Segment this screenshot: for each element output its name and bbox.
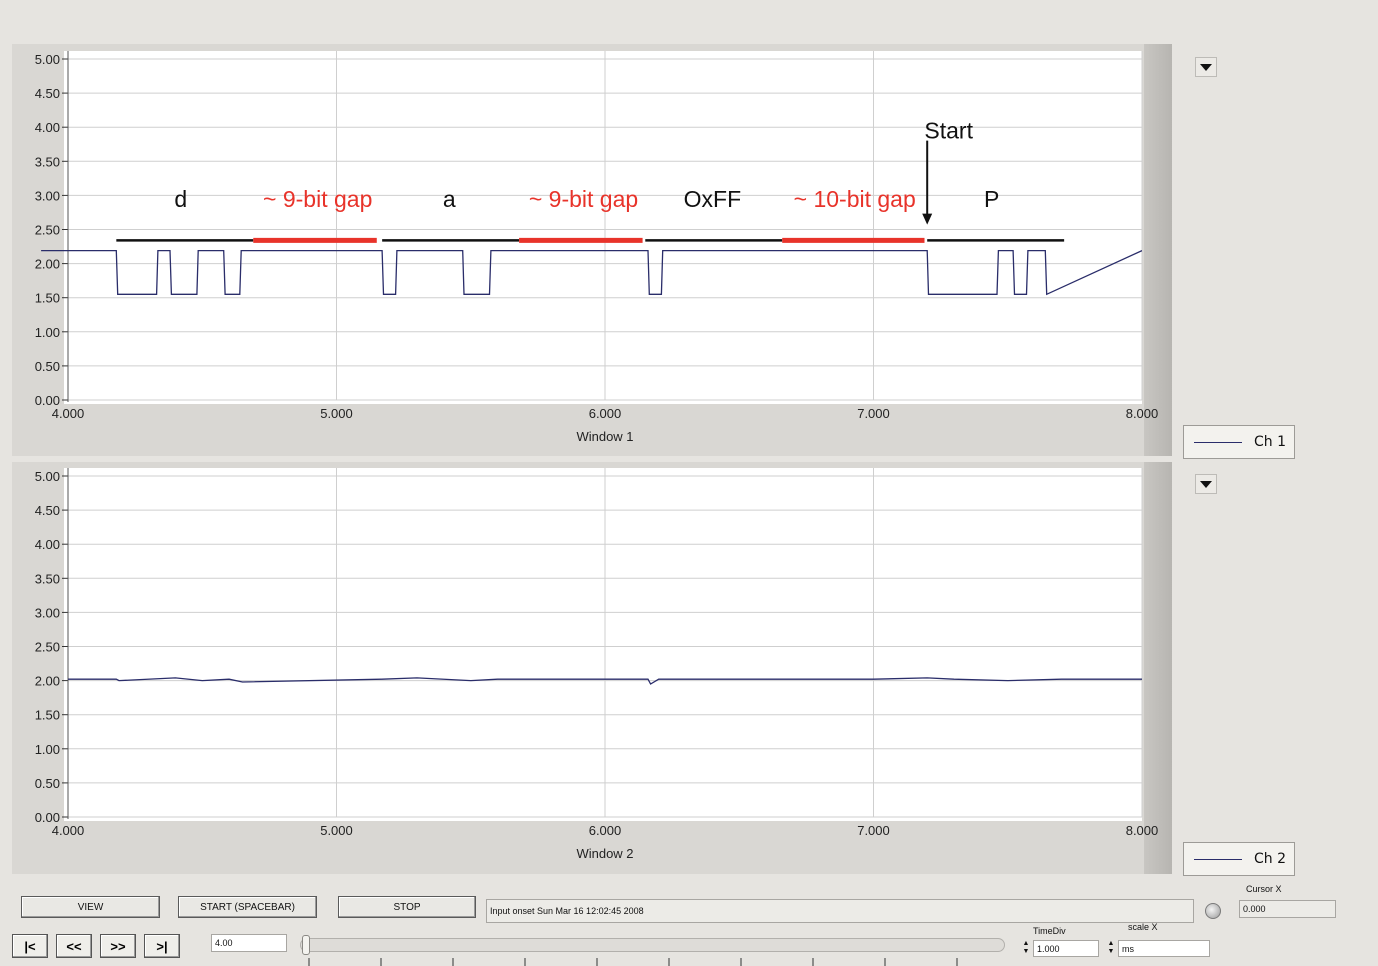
plot-background — [64, 51, 1142, 404]
timediv-label: TimeDiv — [1033, 926, 1066, 936]
x-tick-label: 6.000 — [589, 823, 622, 838]
legend-label: Ch 1 — [1254, 434, 1287, 450]
series-line — [41, 249, 1142, 296]
legend-line — [1194, 859, 1242, 860]
annotation-label: OxFF — [684, 186, 742, 212]
x-tick-label: 8.000 — [1126, 823, 1159, 838]
y-tick-label: 3.50 — [35, 571, 60, 586]
y-tick-label: 3.00 — [35, 188, 60, 203]
timediv-spinner[interactable]: ▲ ▼ — [1022, 940, 1030, 955]
slider-ticks — [308, 958, 958, 966]
scale-x-label: scale X — [1128, 922, 1158, 932]
cursor-x-label: Cursor X — [1246, 884, 1282, 894]
time-slider-track[interactable] — [300, 938, 1005, 952]
window-2-dropdown[interactable] — [1195, 474, 1217, 494]
annotation-label: a — [443, 186, 456, 212]
x-tick-label: 5.000 — [320, 823, 353, 838]
y-tick-label: 1.00 — [35, 742, 60, 757]
y-tick-label: 1.00 — [35, 325, 60, 340]
rewind-button[interactable]: << — [56, 934, 92, 958]
y-tick-label: 3.00 — [35, 605, 60, 620]
window-1-legend[interactable]: Ch 1 — [1183, 425, 1295, 459]
annotation-label: Start — [924, 118, 973, 144]
y-tick-label: 5.00 — [35, 469, 60, 484]
y-tick-label: 2.50 — [35, 223, 60, 238]
window-2-legend[interactable]: Ch 2 — [1183, 842, 1295, 876]
annotation-label: ~ 10-bit gap — [794, 186, 916, 212]
window-2-edge — [1144, 462, 1172, 874]
annotation-label: ~ 9-bit gap — [263, 186, 372, 212]
time-slider-thumb[interactable] — [302, 935, 310, 955]
scale-x-field[interactable]: ms — [1118, 940, 1210, 957]
y-tick-label: 5.00 — [35, 52, 60, 67]
x-axis-label: Window 1 — [576, 429, 633, 444]
start-button[interactable]: START (SPACEBAR) — [178, 896, 317, 918]
y-tick-label: 2.50 — [35, 640, 60, 655]
legend-label: Ch 2 — [1254, 851, 1287, 867]
annotation-label: d — [174, 186, 187, 212]
forward-button[interactable]: >> — [100, 934, 136, 958]
y-tick-label: 0.00 — [35, 810, 60, 825]
y-tick-label: 2.00 — [35, 257, 60, 272]
y-tick-label: 2.00 — [35, 674, 60, 689]
status-field: Input onset Sun Mar 16 12:02:45 2008 — [486, 899, 1194, 923]
y-tick-label: 1.50 — [35, 708, 60, 723]
x-tick-label: 7.000 — [857, 823, 890, 838]
x-tick-label: 6.000 — [589, 406, 622, 421]
first-button[interactable]: |< — [12, 934, 48, 958]
window-1-dropdown[interactable] — [1195, 57, 1217, 77]
cursor-x-field[interactable]: 0.000 — [1239, 900, 1336, 918]
series-line — [68, 677, 1142, 685]
chevron-down-icon — [1200, 64, 1212, 71]
annotation-label: P — [984, 186, 999, 212]
view-button[interactable]: VIEW — [21, 896, 160, 918]
y-tick-label: 3.50 — [35, 154, 60, 169]
y-tick-label: 0.00 — [35, 393, 60, 408]
y-tick-label: 4.50 — [35, 86, 60, 101]
x-tick-label: 8.000 — [1126, 406, 1159, 421]
y-tick-label: 0.50 — [35, 359, 60, 374]
timediv-field[interactable]: 1.000 — [1033, 940, 1099, 957]
y-tick-label: 4.00 — [35, 120, 60, 135]
chevron-down-icon — [1200, 481, 1212, 488]
y-tick-label: 4.50 — [35, 503, 60, 518]
x-axis-label: Window 2 — [576, 846, 633, 861]
legend-line — [1194, 442, 1242, 443]
plot-background — [64, 468, 1142, 821]
scale-x-spinner[interactable]: ▲ ▼ — [1107, 940, 1115, 955]
y-tick-label: 4.00 — [35, 537, 60, 552]
x-tick-label: 5.000 — [320, 406, 353, 421]
x-tick-label: 7.000 — [857, 406, 890, 421]
y-tick-label: 0.50 — [35, 776, 60, 791]
y-tick-label: 1.50 — [35, 291, 60, 306]
window-1-edge — [1144, 44, 1172, 456]
stop-button[interactable]: STOP — [338, 896, 476, 918]
position-field[interactable]: 4.00 — [211, 934, 287, 952]
status-led-icon — [1205, 903, 1221, 919]
x-tick-label: 4.000 — [52, 823, 85, 838]
last-button[interactable]: >| — [144, 934, 180, 958]
annotation-label: ~ 9-bit gap — [529, 186, 638, 212]
x-tick-label: 4.000 — [52, 406, 85, 421]
start-arrow-head — [922, 213, 933, 225]
